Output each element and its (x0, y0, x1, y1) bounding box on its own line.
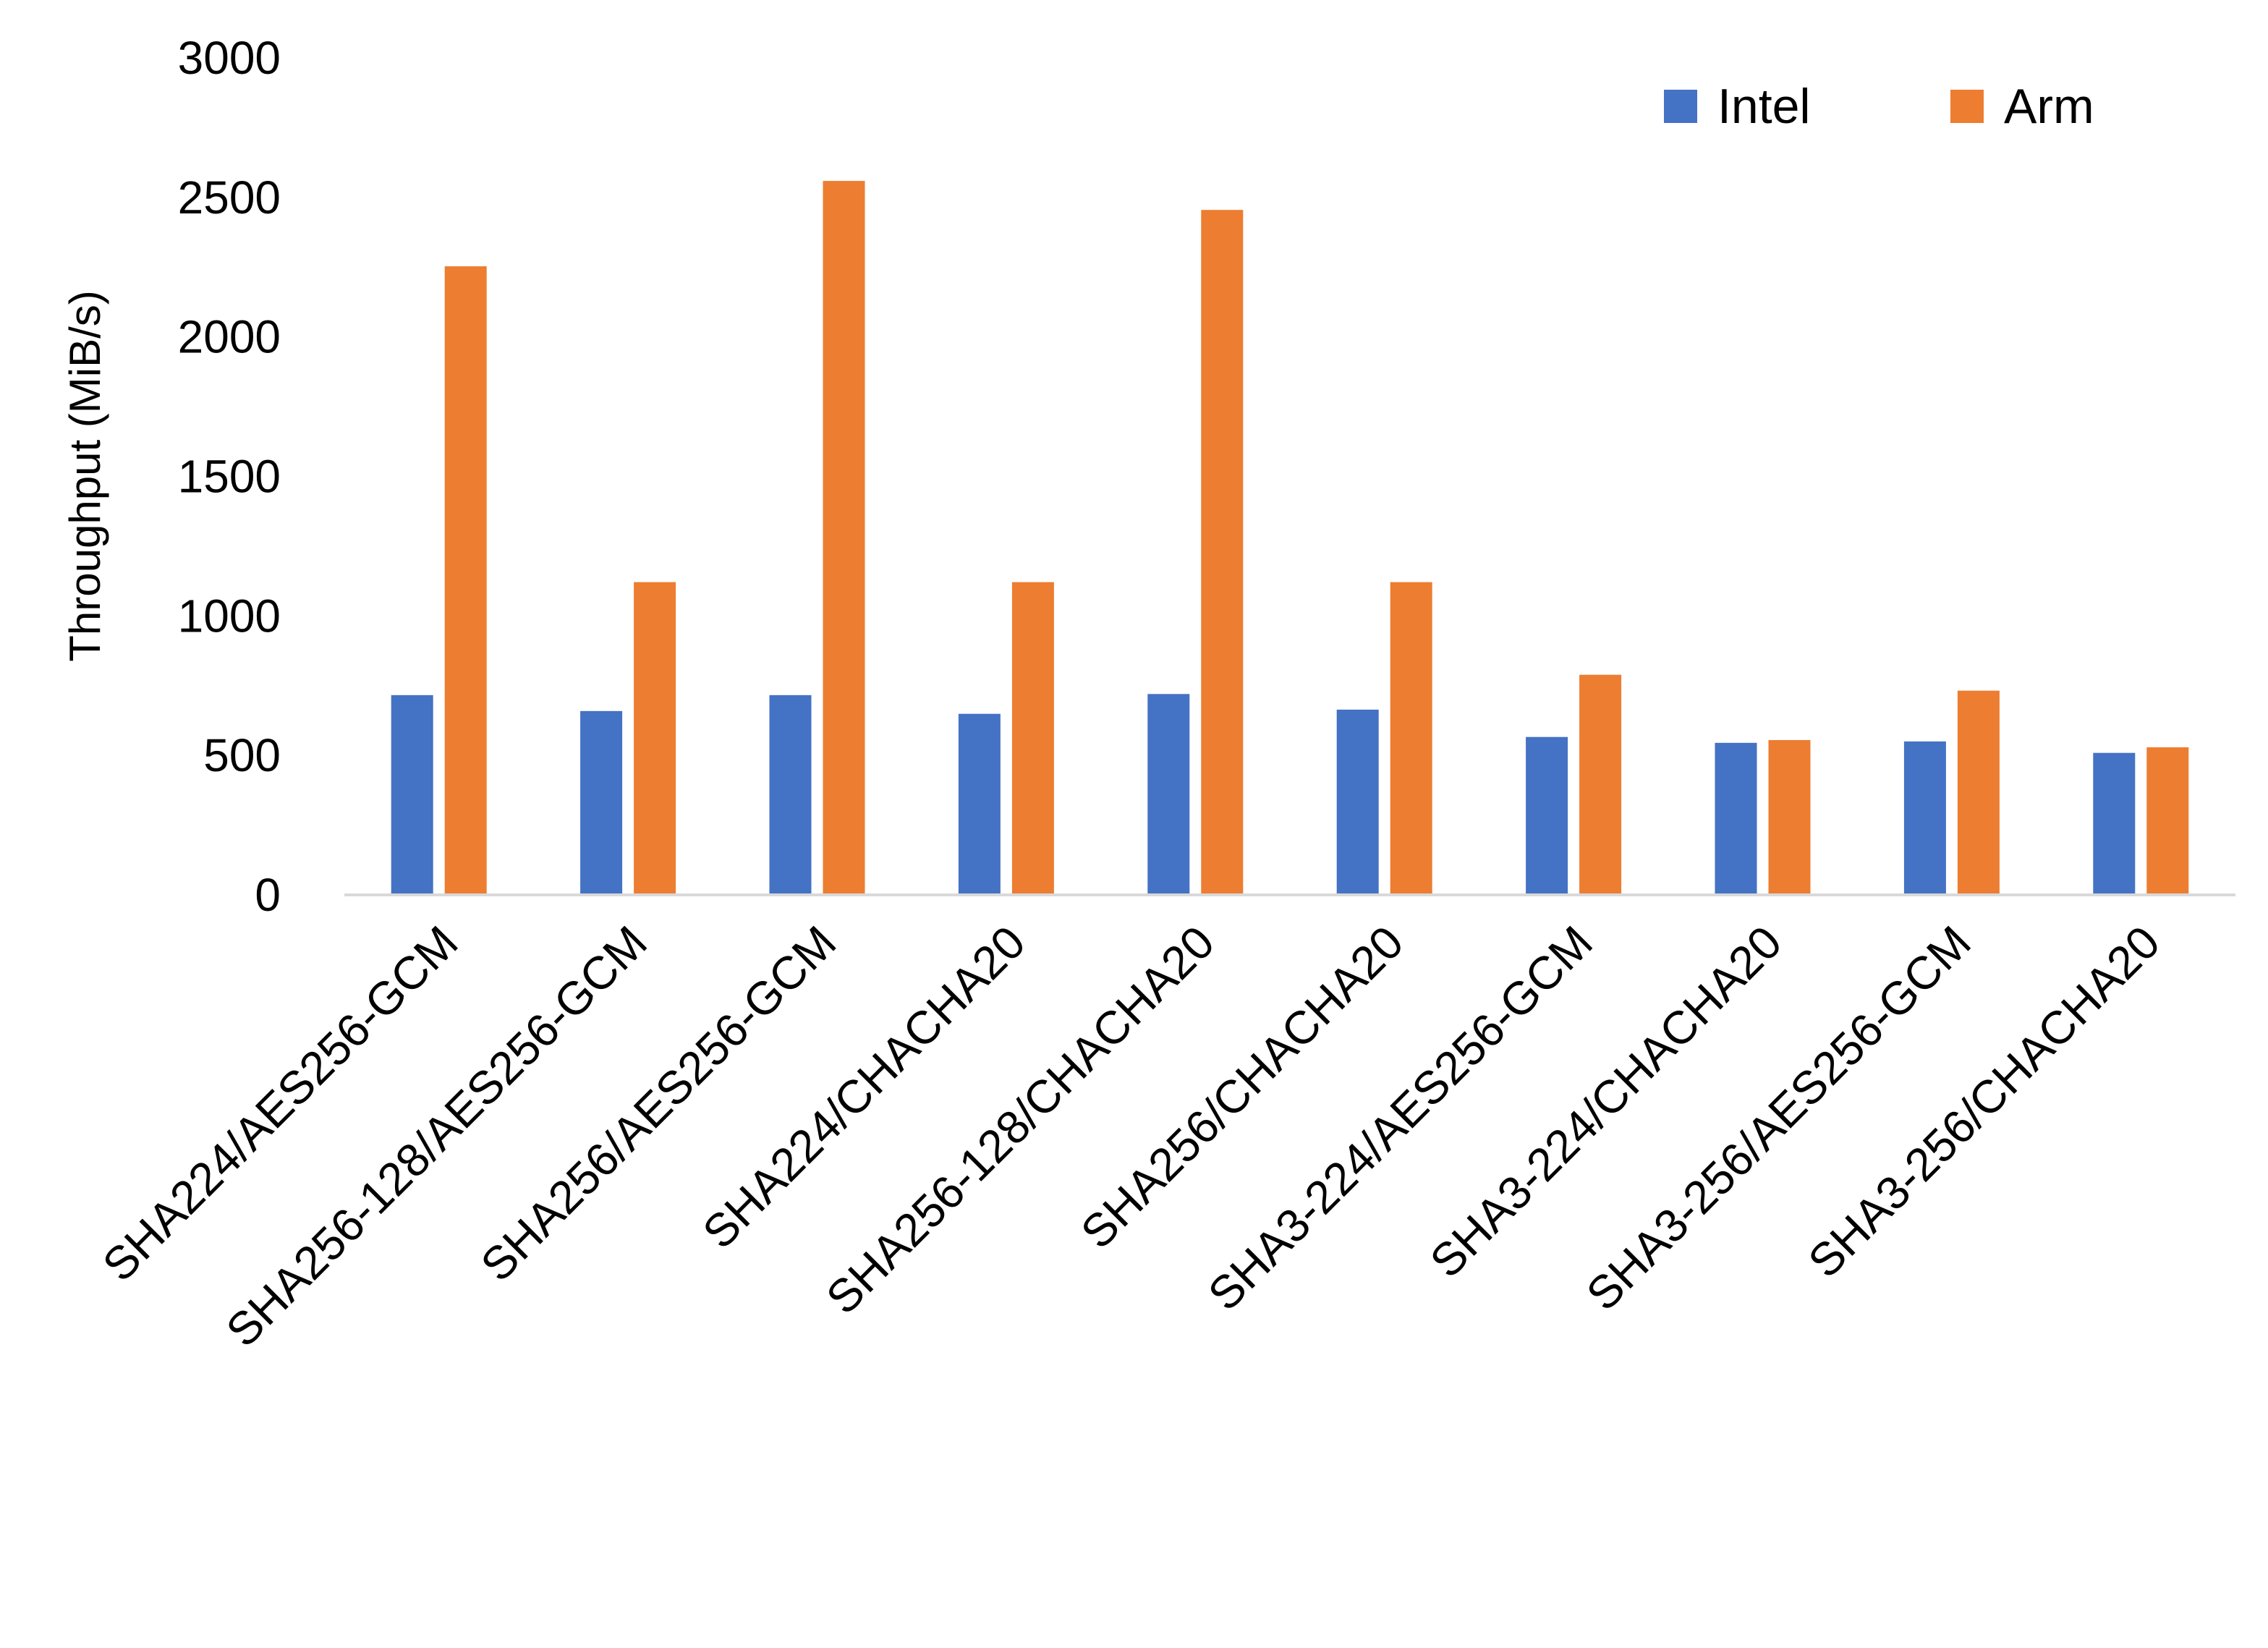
legend: Intel Arm (1664, 79, 2094, 134)
bar-arm (1957, 690, 2000, 895)
bar-arm (823, 181, 865, 896)
x-tick-label: SHA3-256/AES256-GCM (1576, 916, 1981, 1320)
legend-swatch-arm (1950, 90, 1984, 123)
bar-intel (958, 713, 1001, 895)
legend-label-intel: Intel (1717, 79, 1811, 134)
y-tick-label: 2500 (178, 171, 281, 224)
bar-intel (2093, 752, 2136, 895)
y-axis-title: Throughput (MiB/s) (61, 290, 109, 662)
bar-intel (1147, 694, 1190, 895)
bar-arm (1579, 674, 1622, 895)
bar-arm (1201, 210, 1244, 895)
bar-intel (580, 710, 623, 895)
bar-intel (1903, 741, 1946, 895)
y-tick-label: 2000 (178, 311, 281, 363)
bar-arm (1390, 582, 1432, 895)
x-tick-label: SHA3-256/CHACHA20 (1798, 916, 2170, 1288)
y-tick-label: 500 (203, 729, 281, 781)
y-tick-label: 1500 (178, 451, 281, 503)
bar-arm (1768, 739, 1811, 895)
bars (391, 181, 2189, 896)
x-axis-labels: SHA224/AES256-GCMSHA256-128/AES256-GCMSH… (93, 916, 2170, 1356)
bar-intel (391, 695, 433, 895)
y-tick-label: 3000 (178, 32, 281, 84)
x-tick-label: SHA256/AES256-GCM (471, 916, 846, 1291)
bar-arm (2146, 747, 2189, 895)
y-axis-ticks: 0 500 1000 1500 2000 2500 3000 (178, 32, 281, 921)
bar-arm (634, 582, 676, 895)
x-tick-label: SHA256/CHACHA20 (1071, 916, 1413, 1258)
bar-intel (1526, 736, 1568, 895)
x-tick-label: SHA3-224/CHACHA20 (1420, 916, 1792, 1288)
x-tick-label: SHA3-224/AES256-GCM (1198, 916, 1602, 1320)
x-tick-label: SHA256-128/CHACHA20 (816, 916, 1224, 1324)
bar-intel (1715, 742, 1757, 895)
y-tick-label: 1000 (178, 590, 281, 642)
x-tick-label: SHA224/AES256-GCM (93, 916, 468, 1291)
x-tick-label: SHA224/CHACHA20 (692, 916, 1035, 1258)
legend-swatch-intel (1664, 90, 1697, 123)
y-tick-label: 0 (255, 869, 281, 921)
bar-arm (444, 266, 487, 895)
legend-label-arm: Arm (2004, 79, 2094, 134)
bar-intel (1336, 709, 1379, 895)
bar-arm (1011, 582, 1054, 895)
bar-intel (769, 695, 812, 895)
